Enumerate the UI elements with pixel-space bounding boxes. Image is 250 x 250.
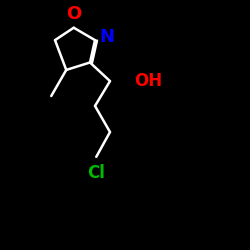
Text: OH: OH	[134, 72, 162, 90]
Text: O: O	[66, 5, 82, 23]
Text: Cl: Cl	[87, 164, 105, 182]
Text: N: N	[100, 28, 114, 46]
